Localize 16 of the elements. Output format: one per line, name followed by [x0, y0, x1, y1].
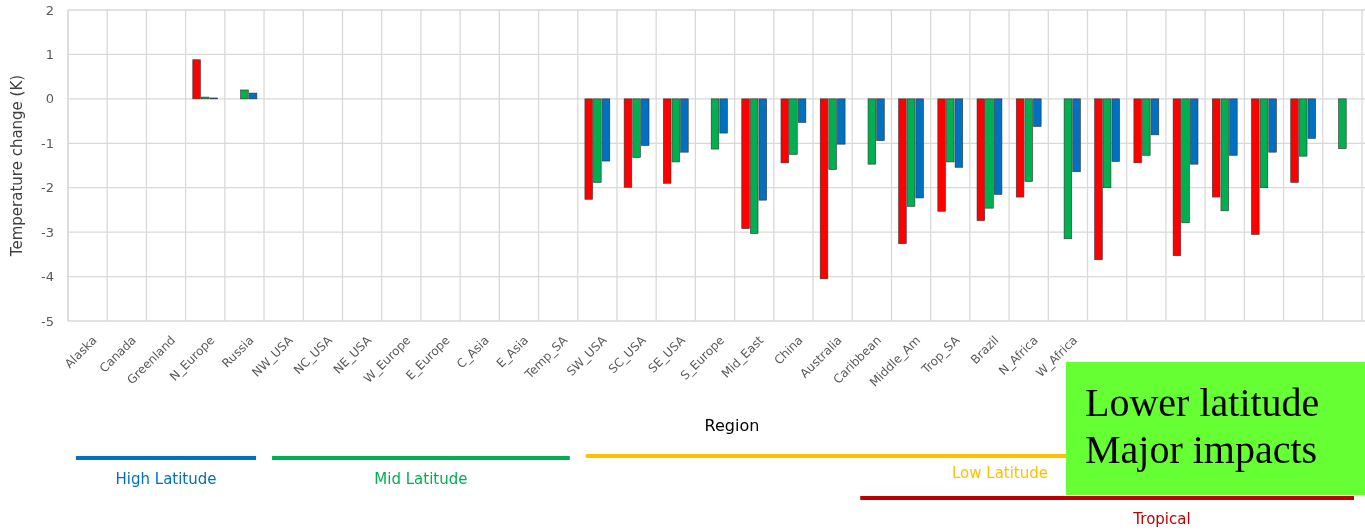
y-tick-label: -1: [41, 135, 54, 151]
text: Low Latitude: [951, 464, 1049, 482]
y-tick-label: 2: [45, 2, 54, 18]
x-axis-title: Region: [704, 416, 760, 435]
y-tick-label: 1: [45, 46, 54, 62]
y-tick-label: 0: [45, 91, 54, 107]
y-axis-title: Temperature change (K): [8, 74, 26, 258]
text: Tropical: [1132, 510, 1191, 528]
text: High Latitude: [115, 470, 217, 488]
bar: [1338, 98, 1347, 149]
y-tick-label: -2: [41, 180, 54, 196]
text: Lower latitude Major impacts: [1085, 380, 1320, 472]
y-tick-label: -3: [41, 224, 54, 240]
y-tick-label: -4: [41, 269, 54, 285]
text: Mid Latitude: [374, 470, 468, 488]
y-tick-label: -5: [41, 313, 54, 329]
